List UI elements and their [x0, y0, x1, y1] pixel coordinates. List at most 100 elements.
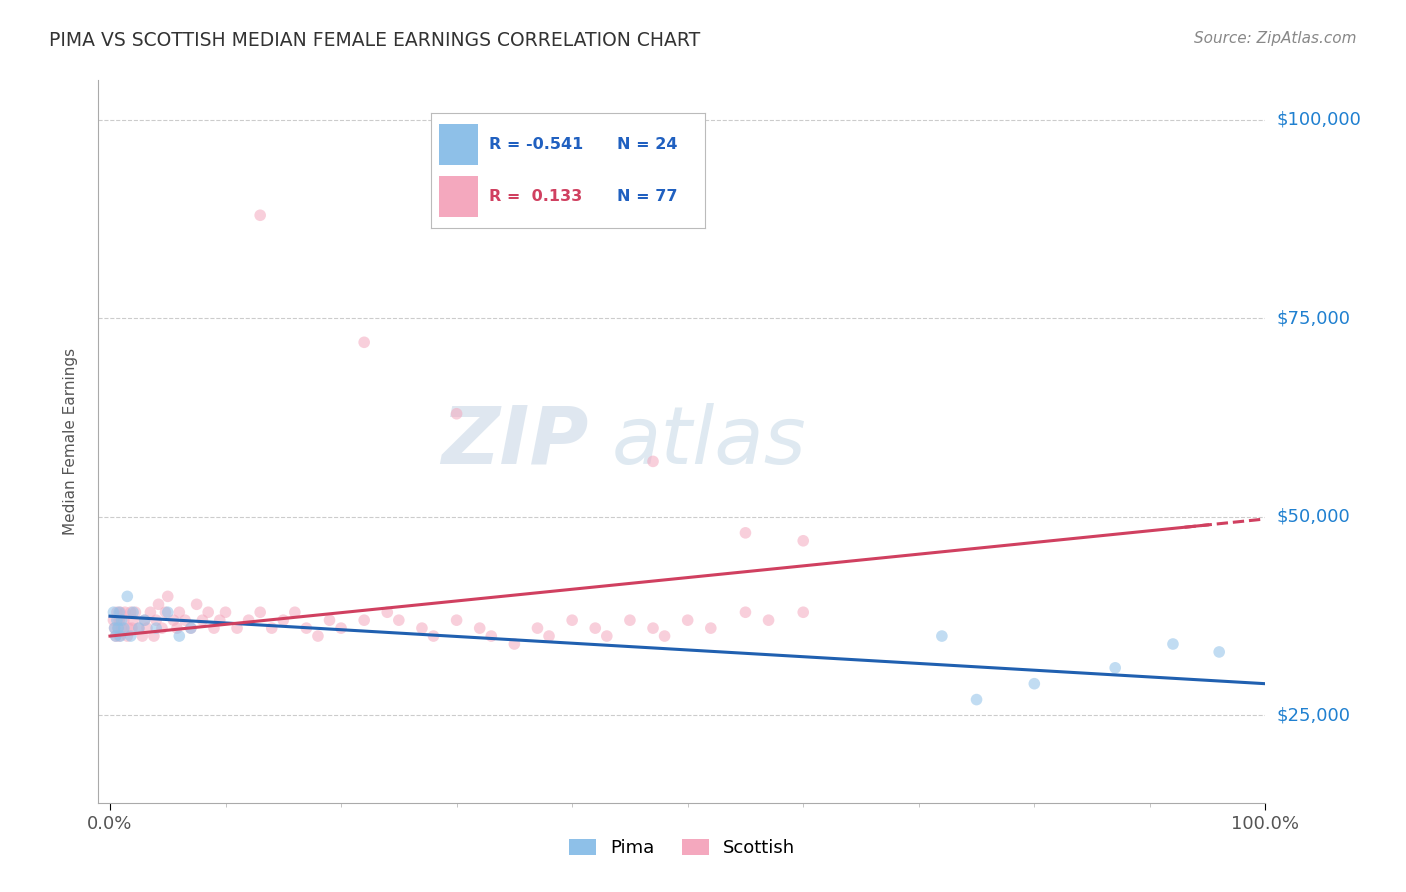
Point: [966, 692, 988, 706]
Point: [238, 613, 260, 627]
Point: [117, 629, 139, 643]
Point: [131, 629, 153, 643]
Point: [148, 597, 170, 611]
Text: atlas: atlas: [612, 402, 807, 481]
Point: [734, 605, 756, 619]
Point: [596, 629, 619, 643]
Point: [446, 407, 468, 421]
Point: [169, 605, 191, 619]
Point: [197, 605, 219, 619]
Point: [180, 621, 202, 635]
Point: [120, 629, 142, 643]
Point: [792, 533, 814, 548]
Point: [330, 621, 353, 635]
Point: [145, 621, 167, 635]
Point: [307, 629, 329, 643]
Point: [734, 525, 756, 540]
Text: $50,000: $50,000: [1277, 508, 1350, 526]
Point: [1024, 676, 1046, 690]
Text: Source: ZipAtlas.com: Source: ZipAtlas.com: [1194, 31, 1357, 46]
Point: [619, 613, 641, 627]
Point: [108, 629, 131, 643]
Point: [700, 621, 723, 635]
Point: [105, 605, 128, 619]
Point: [134, 613, 156, 627]
Point: [931, 629, 953, 643]
Point: [156, 590, 179, 604]
Point: [110, 613, 132, 627]
Point: [503, 637, 526, 651]
Point: [271, 613, 294, 627]
Point: [284, 605, 307, 619]
Point: [112, 613, 135, 627]
Point: [1208, 645, 1230, 659]
Point: [107, 621, 129, 635]
Point: [110, 605, 132, 619]
Point: [654, 629, 676, 643]
Point: [104, 621, 127, 635]
Text: $75,000: $75,000: [1277, 310, 1351, 327]
Text: ZIP: ZIP: [441, 402, 589, 481]
Point: [202, 621, 225, 635]
Point: [375, 605, 398, 619]
Point: [641, 621, 664, 635]
Point: [446, 613, 468, 627]
Point: [226, 621, 249, 635]
Point: [186, 597, 208, 611]
Point: [155, 605, 177, 619]
Point: [128, 621, 150, 635]
Point: [260, 621, 283, 635]
Point: [103, 613, 125, 627]
Point: [208, 613, 231, 627]
Point: [110, 621, 132, 635]
Point: [583, 621, 606, 635]
Point: [117, 621, 139, 635]
Point: [122, 605, 145, 619]
Point: [162, 613, 184, 627]
Point: [128, 621, 150, 635]
Point: [180, 621, 202, 635]
Point: [114, 605, 136, 619]
Point: [122, 613, 145, 627]
Point: [249, 605, 271, 619]
Point: [295, 621, 318, 635]
Point: [150, 621, 173, 635]
Y-axis label: Median Female Earnings: Median Female Earnings: [63, 348, 77, 535]
Point: [104, 629, 127, 643]
Point: [120, 605, 142, 619]
Point: [1161, 637, 1184, 651]
Point: [103, 605, 125, 619]
Point: [214, 605, 236, 619]
Point: [1104, 661, 1126, 675]
Point: [479, 629, 502, 643]
Point: [468, 621, 491, 635]
Text: $100,000: $100,000: [1277, 111, 1361, 129]
Point: [318, 613, 340, 627]
Point: [145, 613, 167, 627]
Point: [191, 613, 214, 627]
Point: [112, 621, 135, 635]
Point: [108, 613, 131, 627]
Point: [124, 605, 146, 619]
Point: [108, 605, 131, 619]
Point: [561, 613, 583, 627]
Point: [174, 613, 197, 627]
Point: [422, 629, 444, 643]
Point: [353, 613, 375, 627]
Point: [249, 208, 271, 222]
Point: [411, 621, 433, 635]
Point: [537, 629, 560, 643]
Point: [641, 454, 664, 468]
Point: [676, 613, 699, 627]
Point: [104, 621, 127, 635]
Point: [139, 605, 162, 619]
Point: [758, 613, 780, 627]
Point: [792, 605, 814, 619]
Legend: Pima, Scottish: Pima, Scottish: [560, 830, 804, 866]
Point: [526, 621, 548, 635]
Point: [353, 335, 375, 350]
Point: [107, 621, 129, 635]
Point: [117, 590, 139, 604]
Point: [169, 629, 191, 643]
Point: [104, 629, 127, 643]
